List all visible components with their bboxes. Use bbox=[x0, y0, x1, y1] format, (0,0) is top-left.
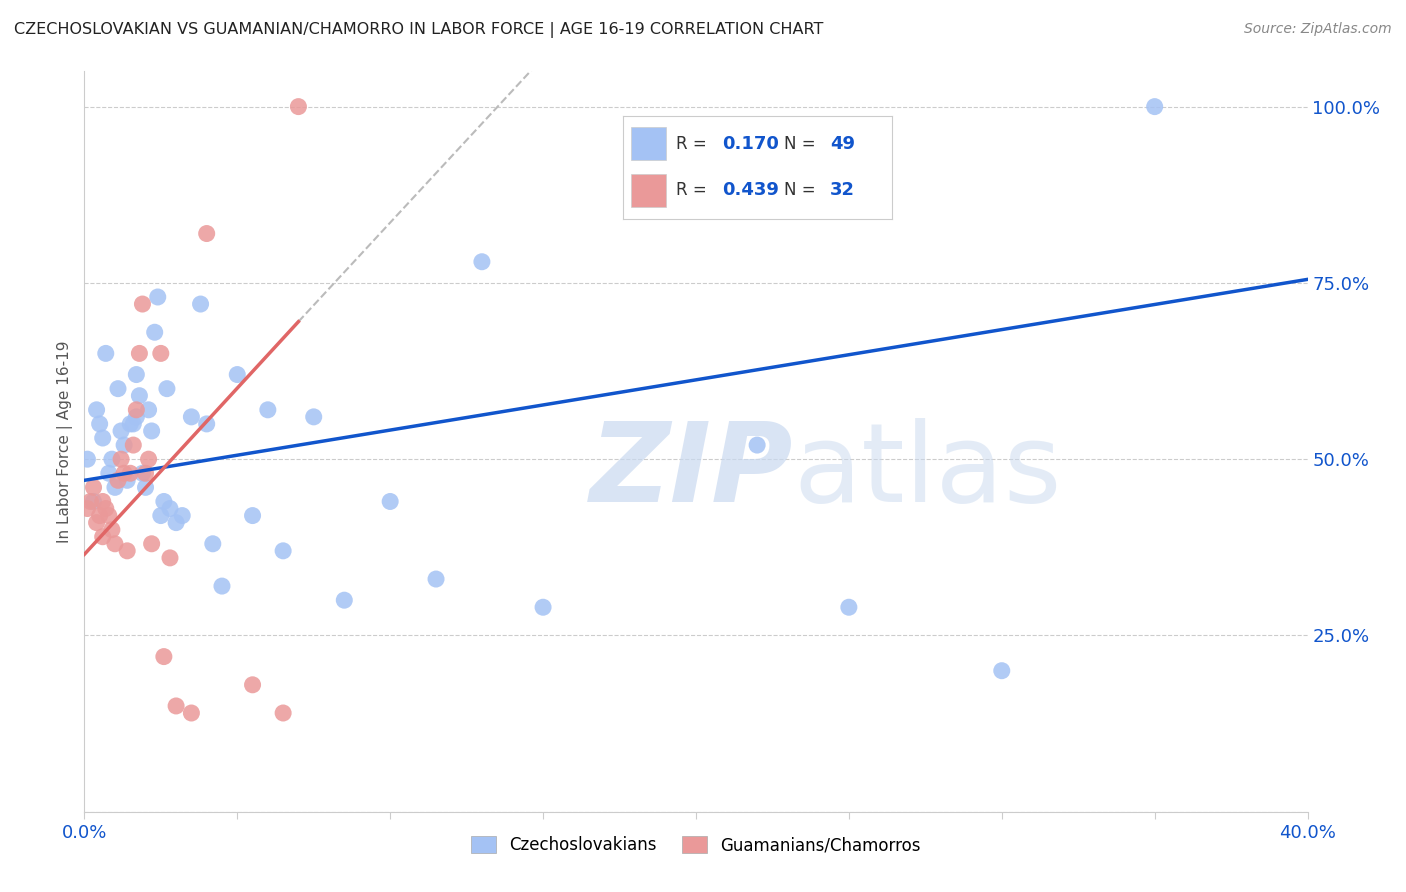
Point bbox=[143, 325, 166, 339]
Point bbox=[110, 424, 132, 438]
Point bbox=[135, 467, 157, 481]
Point bbox=[89, 417, 111, 431]
Point bbox=[101, 523, 124, 537]
Point bbox=[112, 438, 135, 452]
Point bbox=[97, 508, 120, 523]
Point bbox=[101, 452, 124, 467]
Point bbox=[242, 678, 264, 692]
Point bbox=[128, 389, 150, 403]
Point bbox=[180, 409, 202, 424]
Point bbox=[302, 409, 325, 424]
Point bbox=[190, 297, 212, 311]
Text: ZIP: ZIP bbox=[591, 417, 794, 524]
Point bbox=[79, 494, 101, 508]
Point bbox=[156, 382, 179, 396]
Point bbox=[159, 501, 181, 516]
Point bbox=[107, 473, 129, 487]
Point bbox=[471, 254, 494, 268]
Point bbox=[257, 402, 280, 417]
Point bbox=[110, 452, 132, 467]
Point bbox=[120, 467, 142, 481]
Point bbox=[141, 424, 163, 438]
Point bbox=[838, 600, 860, 615]
Point bbox=[380, 494, 402, 508]
Point bbox=[112, 467, 135, 481]
Point bbox=[97, 467, 120, 481]
Text: atlas: atlas bbox=[794, 417, 1063, 524]
Point bbox=[125, 402, 148, 417]
Point bbox=[242, 508, 264, 523]
Point bbox=[86, 402, 108, 417]
Point bbox=[195, 227, 218, 241]
Point bbox=[94, 501, 117, 516]
Point bbox=[333, 593, 356, 607]
Point bbox=[195, 417, 218, 431]
Point bbox=[104, 480, 127, 494]
Point bbox=[287, 100, 309, 114]
Point bbox=[91, 494, 114, 508]
Point bbox=[83, 494, 105, 508]
Point bbox=[94, 346, 117, 360]
Point bbox=[146, 290, 169, 304]
Legend: Czechoslovakians, Guamanians/Chamorros: Czechoslovakians, Guamanians/Chamorros bbox=[463, 828, 929, 863]
Point bbox=[138, 452, 160, 467]
Point bbox=[165, 698, 187, 713]
Point bbox=[83, 480, 105, 494]
Point bbox=[115, 544, 138, 558]
Point bbox=[122, 438, 145, 452]
Point bbox=[125, 409, 148, 424]
Point bbox=[91, 431, 114, 445]
Point bbox=[425, 572, 447, 586]
Point bbox=[531, 600, 554, 615]
Point bbox=[153, 649, 176, 664]
Point bbox=[107, 382, 129, 396]
Point bbox=[131, 467, 153, 481]
Point bbox=[165, 516, 187, 530]
Point bbox=[76, 452, 98, 467]
Point bbox=[1143, 100, 1166, 114]
Point bbox=[271, 706, 294, 720]
Point bbox=[153, 494, 176, 508]
Point bbox=[172, 508, 194, 523]
Point bbox=[125, 368, 148, 382]
Point bbox=[86, 516, 108, 530]
Point bbox=[131, 297, 153, 311]
Point bbox=[141, 537, 163, 551]
Point bbox=[991, 664, 1014, 678]
Point bbox=[135, 480, 157, 494]
Text: CZECHOSLOVAKIAN VS GUAMANIAN/CHAMORRO IN LABOR FORCE | AGE 16-19 CORRELATION CHA: CZECHOSLOVAKIAN VS GUAMANIAN/CHAMORRO IN… bbox=[14, 22, 824, 38]
Point bbox=[89, 508, 111, 523]
Point bbox=[149, 508, 172, 523]
Point bbox=[122, 417, 145, 431]
Point bbox=[226, 368, 249, 382]
Point bbox=[271, 544, 294, 558]
Point bbox=[747, 438, 769, 452]
Point bbox=[76, 501, 98, 516]
Point bbox=[91, 530, 114, 544]
Point bbox=[180, 706, 202, 720]
Point bbox=[159, 550, 181, 565]
Point bbox=[104, 537, 127, 551]
Point bbox=[120, 417, 142, 431]
Point bbox=[211, 579, 233, 593]
Y-axis label: In Labor Force | Age 16-19: In Labor Force | Age 16-19 bbox=[58, 340, 73, 543]
Point bbox=[201, 537, 224, 551]
Point bbox=[115, 473, 138, 487]
Point bbox=[138, 402, 160, 417]
Point bbox=[128, 346, 150, 360]
Point bbox=[149, 346, 172, 360]
Text: Source: ZipAtlas.com: Source: ZipAtlas.com bbox=[1244, 22, 1392, 37]
